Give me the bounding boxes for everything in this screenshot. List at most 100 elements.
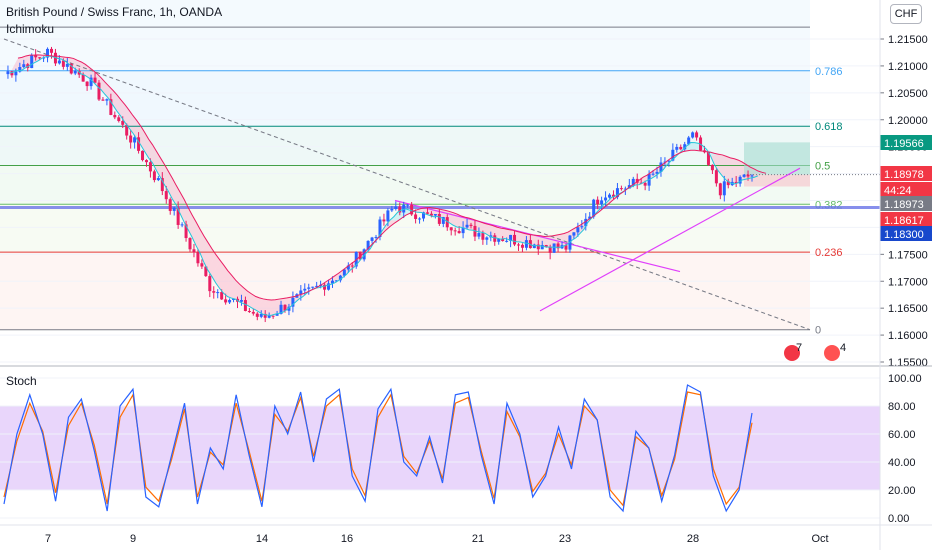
cloud-segment [726,158,739,183]
candle-body [734,181,738,184]
candle-body [160,178,164,192]
candle-body [239,300,243,302]
fib-label-0.618: 0.618 [815,121,843,133]
candle-body [49,48,53,53]
cloud-segment [263,299,276,316]
candle-body [366,240,370,250]
candle-body [422,212,426,219]
candle-body [398,206,402,213]
candle-body [691,132,695,138]
candle-body [212,291,216,293]
ichimoku-lines [9,54,767,316]
candle-body [6,71,10,75]
cloud-segment [603,197,616,205]
fib-zone-0.5 [0,165,810,205]
candle-body [307,287,311,289]
candle-body [465,224,469,228]
candle-body [184,224,188,239]
candle-body [536,244,540,250]
candle-body [390,208,394,211]
candle-body [441,217,445,224]
candle-body [129,135,133,143]
currency-button[interactable]: CHF [890,4,922,24]
fib-label-0: 0 [815,325,821,337]
dashed-trendline[interactable] [3,38,811,331]
candle-body [659,162,663,172]
candle-body [105,99,109,101]
stoch-tick-label: 20.00 [888,485,916,497]
cloud-segment [484,225,497,236]
candle-body [180,224,184,226]
candle-body [722,181,726,196]
y-tick-label: 1.15500 [888,357,928,369]
candle-body [346,265,350,270]
candle-body [631,178,635,186]
candle-body [200,263,204,267]
candle-body [437,214,441,224]
candle-body [125,124,129,136]
cloud-segment [203,248,216,271]
candle-body [283,304,287,311]
candle-body [57,60,61,64]
candle-body [275,313,279,316]
candle-body [505,240,509,242]
candle-body [109,99,113,115]
candle-body [251,311,255,314]
candle-body [168,199,172,211]
event-badge-icon[interactable] [824,345,840,361]
candle-body [433,214,437,216]
candle-body [271,315,275,317]
candle-body [141,150,145,161]
cloud-segment [504,230,517,240]
cloud-segment [251,297,264,310]
candle-body [18,67,22,72]
time-axis[interactable]: 7 9 14 16 21 23 28 Oct [45,533,829,545]
candle-body [220,292,224,300]
candle-body [10,71,14,76]
candle-body [516,244,520,246]
stoch-band [0,406,880,490]
price-tags: 1.19566 1.18978 44:24 1.18973 1.18617 1.18300 [880,135,932,241]
stoch-label[interactable]: Stoch [6,374,37,388]
y-tick-label: 1.17000 [888,276,928,288]
flag-badge-icon[interactable] [784,345,800,361]
trend-lines[interactable] [3,38,811,331]
candle-body [34,55,38,58]
candle-body [97,82,101,100]
candle-body [548,246,552,253]
stoch-axis[interactable]: 100.00 80.00 60.00 40.00 20.00 0.00 [888,373,922,525]
candle-body [604,197,608,201]
candle-body [374,236,378,238]
candle-body [477,233,481,237]
candle-body [279,304,283,314]
candle-body [382,219,386,222]
x-tick-label: 16 [341,533,353,545]
candle-body [623,188,627,190]
candle-body [334,280,338,282]
candle-body [303,288,307,291]
candle-body [584,218,588,227]
candle-body [263,313,267,318]
stoch-tick-label: 100.00 [888,373,922,385]
price-tag-label: 44:24 [884,185,912,197]
candle-body [386,210,390,222]
candle-body [592,199,596,217]
x-tick-label: 7 [45,533,51,545]
candle-body [425,212,429,214]
candle-body [330,280,334,284]
candle-body [327,283,331,290]
candle-body [152,171,156,181]
candle-body [635,178,639,183]
indicator-label[interactable]: Ichimoku [6,22,55,36]
ascending-trendline[interactable] [539,167,801,312]
position-target-zone[interactable] [744,142,810,175]
candle-body [619,188,623,190]
cloud-segment [247,296,260,308]
candle-body [600,200,604,205]
candle-body [524,240,528,248]
candle-body [188,238,192,250]
candle-body [267,315,271,318]
candle-body [46,48,50,58]
